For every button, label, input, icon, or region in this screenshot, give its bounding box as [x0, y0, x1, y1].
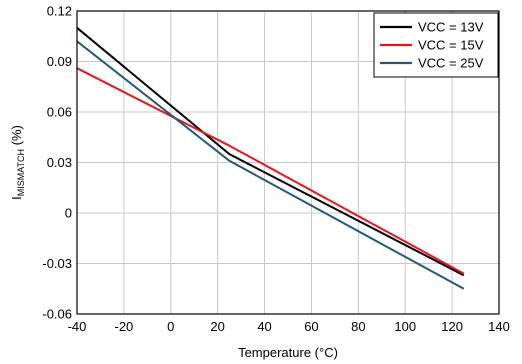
- plot-area-border: [76, 10, 500, 315]
- x-tick-label: -20: [114, 319, 133, 334]
- y-axis-title-main: I: [9, 196, 24, 200]
- y-axis-ticks: -0.06 -0.03 0 0.03 0.06 0.09 0.12: [42, 4, 72, 322]
- series-line: [76, 27, 465, 277]
- y-tick-label: -0.06: [42, 307, 72, 322]
- y-tick-label: 0.12: [47, 4, 72, 19]
- x-tick-label: 120: [441, 319, 463, 334]
- legend: VCC = 13V VCC = 15V VCC = 25V: [373, 12, 499, 78]
- y-axis-title: IMISMATCH (%): [9, 125, 26, 200]
- legend-label: VCC = 25V: [418, 56, 484, 71]
- x-tick-label: 20: [210, 319, 224, 334]
- x-tick-label: 60: [304, 319, 318, 334]
- y-axis-title-subscript: MISMATCH: [16, 149, 26, 196]
- x-tick-label: 80: [351, 319, 365, 334]
- y-tick-label: 0.06: [47, 105, 72, 120]
- x-tick-label: 140: [488, 319, 510, 334]
- x-axis-title: Temperature (°C): [238, 345, 338, 360]
- y-tick-label: 0: [65, 206, 72, 221]
- x-tick-label: 0: [167, 319, 174, 334]
- series-lines: [76, 27, 465, 290]
- y-tick-label: 0.03: [47, 155, 72, 170]
- y-tick-label: 0.09: [47, 54, 72, 69]
- x-axis-ticks: -40 -20 0 20 40 60 80 100 120 140: [68, 319, 510, 334]
- x-tick-label: 100: [394, 319, 416, 334]
- y-axis-title-unit: (%): [9, 125, 24, 149]
- legend-label: VCC = 13V: [418, 20, 484, 35]
- legend-label: VCC = 15V: [418, 38, 484, 53]
- series-line: [76, 40, 465, 290]
- y-tick-label: -0.03: [42, 256, 72, 271]
- series-line: [76, 67, 465, 275]
- x-tick-label: 40: [257, 319, 271, 334]
- x-tick-label: -40: [68, 319, 87, 334]
